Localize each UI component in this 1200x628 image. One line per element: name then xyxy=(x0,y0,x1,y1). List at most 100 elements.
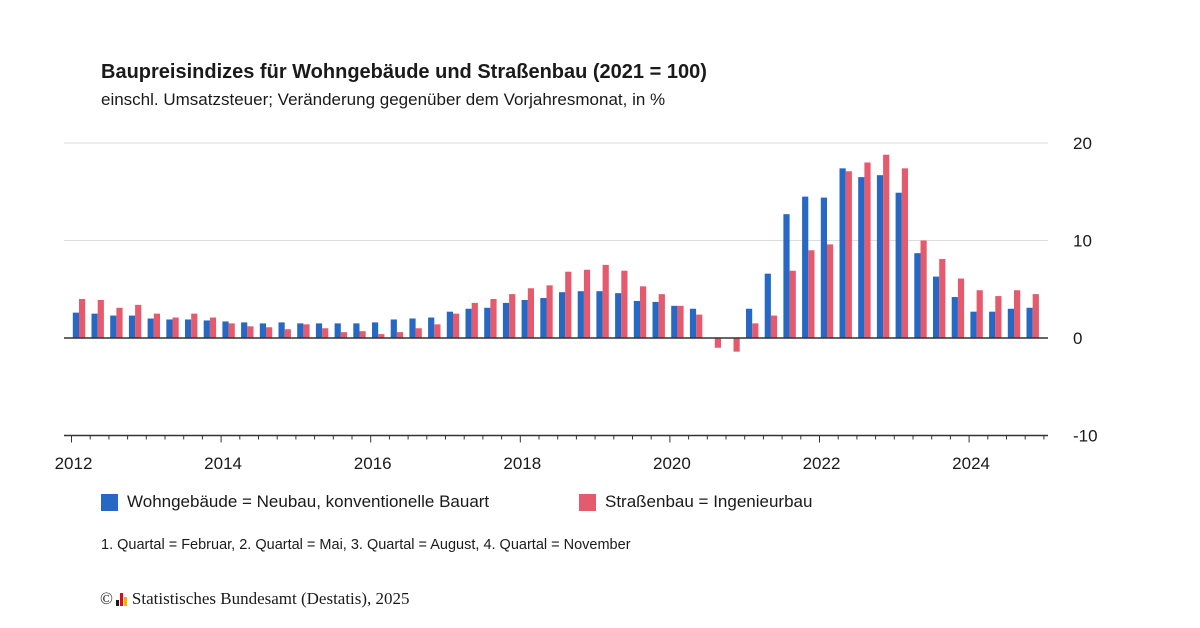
bar-wohngebaeude xyxy=(802,196,809,339)
legend-label-wohngebaeude: Wohngebäude = Neubau, konventionelle Bau… xyxy=(127,492,490,511)
bar-wohngebaeude xyxy=(72,312,79,338)
bar-wohngebaeude xyxy=(147,318,154,338)
bar-wohngebaeude xyxy=(110,315,117,338)
bar-strassenbau xyxy=(733,338,740,352)
bar-strassenbau xyxy=(752,323,759,339)
bar-wohngebaeude xyxy=(502,302,510,338)
bar-wohngebaeude xyxy=(185,319,192,338)
bar-wohngebaeude xyxy=(783,214,790,338)
copyright-symbol: © xyxy=(100,589,113,608)
bar-wohngebaeude xyxy=(839,168,846,338)
bar-wohngebaeude xyxy=(577,291,584,338)
bar-strassenbau xyxy=(808,250,815,338)
bar-strassenbau xyxy=(602,264,609,339)
bar-strassenbau xyxy=(901,168,908,338)
bar-wohngebaeude xyxy=(353,323,360,339)
bar-strassenbau xyxy=(209,317,217,338)
legend-item-strassenbau: Straßenbau = Ingenieurbau xyxy=(579,492,812,512)
bar-wohngebaeude xyxy=(297,323,304,339)
bar-wohngebaeude xyxy=(895,192,902,338)
bar-strassenbau xyxy=(920,240,927,338)
bar-strassenbau xyxy=(509,294,516,339)
bar-wohngebaeude xyxy=(1026,307,1033,338)
bar-strassenbau xyxy=(957,278,965,338)
bar-wohngebaeude xyxy=(876,175,884,338)
bar-wohngebaeude xyxy=(521,299,528,338)
legend-label-strassenbau: Straßenbau = Ingenieurbau xyxy=(605,492,813,511)
bar-wohngebaeude xyxy=(820,197,827,338)
bar-strassenbau xyxy=(1014,290,1021,339)
bar-strassenbau xyxy=(640,286,647,338)
bar-strassenbau xyxy=(340,332,347,338)
bar-strassenbau xyxy=(490,299,497,338)
bar-wohngebaeude xyxy=(222,321,229,338)
y-tick-label: -10 xyxy=(1073,427,1098,446)
bar-strassenbau xyxy=(789,270,796,339)
bar-strassenbau xyxy=(1032,294,1039,339)
source-line: © Statistisches Bundesamt (Destatis), 20… xyxy=(100,589,410,609)
bar-strassenbau xyxy=(453,313,460,339)
bar-wohngebaeude xyxy=(615,293,622,338)
bar-wohngebaeude xyxy=(372,322,379,338)
quarter-note: 1. Quartal = Februar, 2. Quartal = Mai, … xyxy=(101,537,631,553)
x-tick-label: 2020 xyxy=(653,454,691,473)
bar-strassenbau xyxy=(284,329,291,339)
bar-strassenbau xyxy=(97,299,104,338)
bar-strassenbau xyxy=(322,328,329,338)
bar-wohngebaeude xyxy=(933,276,940,338)
bar-strassenbau xyxy=(172,317,179,338)
bar-strassenbau xyxy=(583,269,591,338)
bar-wohngebaeude xyxy=(764,273,771,338)
bar-strassenbau xyxy=(827,244,834,338)
bar-strassenbau xyxy=(696,314,703,338)
bar-wohngebaeude xyxy=(259,323,266,339)
x-tick-label: 2016 xyxy=(354,454,392,473)
bar-strassenbau xyxy=(471,302,478,338)
bar-wohngebaeude xyxy=(390,319,397,338)
bar-strassenbau xyxy=(266,327,273,338)
x-tick-label: 2024 xyxy=(952,454,990,473)
legend-swatch-red xyxy=(579,493,596,511)
bar-strassenbau xyxy=(79,299,86,338)
bar-wohngebaeude xyxy=(334,323,341,339)
bar-wohngebaeude xyxy=(409,318,416,338)
bar-strassenbau xyxy=(228,323,235,339)
bar-wohngebaeude xyxy=(689,308,697,338)
y-tick-label: 0 xyxy=(1073,329,1082,348)
bar-wohngebaeude xyxy=(128,315,136,338)
bar-wohngebaeude xyxy=(559,292,566,339)
x-tick-label: 2018 xyxy=(503,454,541,473)
bar-wohngebaeude xyxy=(91,313,98,339)
bar-strassenbau xyxy=(658,294,665,339)
bar-strassenbau xyxy=(396,332,404,338)
bar-strassenbau xyxy=(191,313,198,339)
bar-strassenbau xyxy=(153,313,160,339)
bar-wohngebaeude xyxy=(446,311,453,339)
bar-strassenbau xyxy=(247,326,254,338)
bar-strassenbau xyxy=(527,288,534,338)
bar-wohngebaeude xyxy=(203,320,210,338)
bar-strassenbau xyxy=(621,270,628,339)
bar-wohngebaeude xyxy=(746,308,753,338)
bar-strassenbau xyxy=(883,154,890,338)
bar-strassenbau xyxy=(976,290,983,339)
destatis-logo-icon xyxy=(115,592,127,606)
bar-wohngebaeude xyxy=(278,322,285,338)
bar-wohngebaeude xyxy=(465,308,472,338)
bar-strassenbau xyxy=(359,331,366,338)
legend-item-wohngebaeude: Wohngebäude = Neubau, konventionelle Bau… xyxy=(101,492,489,512)
bar-wohngebaeude xyxy=(484,307,491,338)
bar-wohngebaeude xyxy=(858,177,865,339)
y-tick-label: 10 xyxy=(1073,232,1092,251)
bar-wohngebaeude xyxy=(633,300,640,338)
legend-swatch-blue xyxy=(101,493,118,511)
x-tick-label: 2012 xyxy=(55,454,93,473)
bar-strassenbau xyxy=(677,305,684,338)
bar-strassenbau xyxy=(135,304,142,338)
bar-strassenbau xyxy=(845,171,852,338)
chart-title: Baupreisindizes für Wohngebäude und Stra… xyxy=(101,61,707,83)
bar-strassenbau xyxy=(434,324,441,338)
bar-strassenbau xyxy=(303,324,310,338)
bar-wohngebaeude xyxy=(652,301,659,339)
bar-wohngebaeude xyxy=(166,319,173,338)
